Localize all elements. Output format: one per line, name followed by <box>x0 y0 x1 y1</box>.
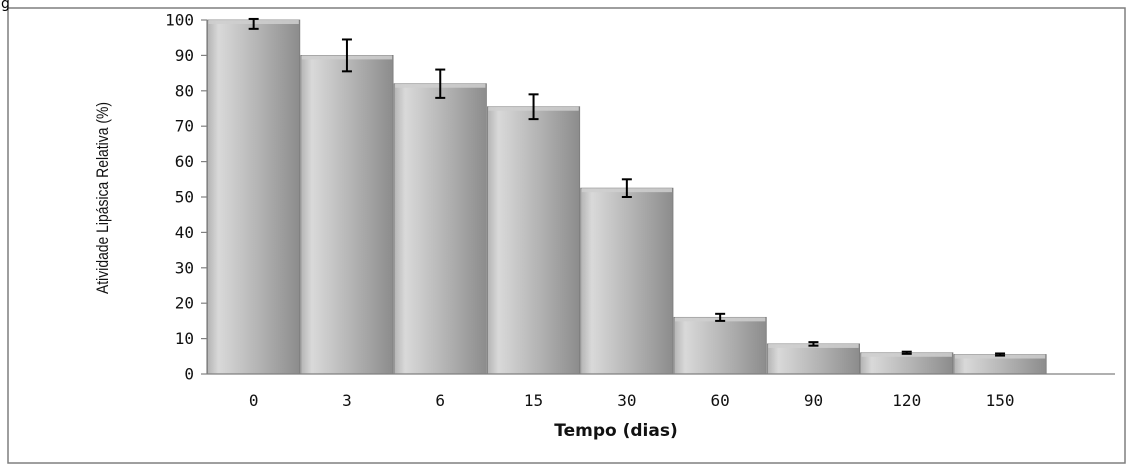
error-bar <box>435 68 446 99</box>
y-tick-label: 90 <box>175 46 194 65</box>
axes-group <box>201 19 1115 375</box>
error-bar <box>901 350 912 355</box>
error-bar <box>621 178 632 198</box>
bar <box>673 316 767 375</box>
error-bar <box>808 341 819 347</box>
y-tick-label: 70 <box>175 117 194 136</box>
y-tick-label: 60 <box>175 152 194 171</box>
y-tick-label: 20 <box>175 294 194 313</box>
y-tick-label: 10 <box>175 329 194 348</box>
error-bar <box>995 352 1006 357</box>
x-tick-label: 90 <box>804 391 823 410</box>
chart-frame-border <box>7 7 1126 464</box>
x-tick-label: 3 <box>342 391 352 410</box>
bars-group <box>207 19 1047 375</box>
error-bar <box>341 38 352 73</box>
x-tick-label: 15 <box>524 391 543 410</box>
error-bar <box>528 93 539 121</box>
error-bars-group <box>248 17 1006 357</box>
x-tick-label: 0 <box>249 391 259 410</box>
bar <box>393 83 487 375</box>
y-tick-label: 0 <box>184 365 194 384</box>
y-tick-label: 100 <box>165 11 194 30</box>
y-tick-label: 50 <box>175 188 194 207</box>
bar <box>766 343 860 375</box>
y-tick-label: 40 <box>175 223 194 242</box>
bar <box>486 106 581 375</box>
x-tick-label: 30 <box>617 391 636 410</box>
x-tick-label: 150 <box>986 391 1015 410</box>
bar <box>207 19 301 375</box>
bar <box>580 187 674 375</box>
x-axis-title: Tempo (dias) <box>554 421 677 441</box>
y-tick-label: 30 <box>175 258 194 277</box>
x-tick-label: 60 <box>711 391 730 410</box>
error-bar <box>715 312 726 322</box>
corner-text: g <box>1 0 10 12</box>
y-tick-label: 80 <box>175 81 194 100</box>
y-axis-title: Atividade Lipásica Relativa (%) <box>94 102 113 294</box>
error-bar <box>248 17 259 30</box>
x-tick-label: 6 <box>435 391 445 410</box>
x-tick-label: 120 <box>892 391 921 410</box>
bar <box>300 55 394 375</box>
tick-labels-group: 0 10 20 30 40 50 60 70 80 90 100 0 3 6 15 30 60 90 120 150 <box>165 11 1014 411</box>
